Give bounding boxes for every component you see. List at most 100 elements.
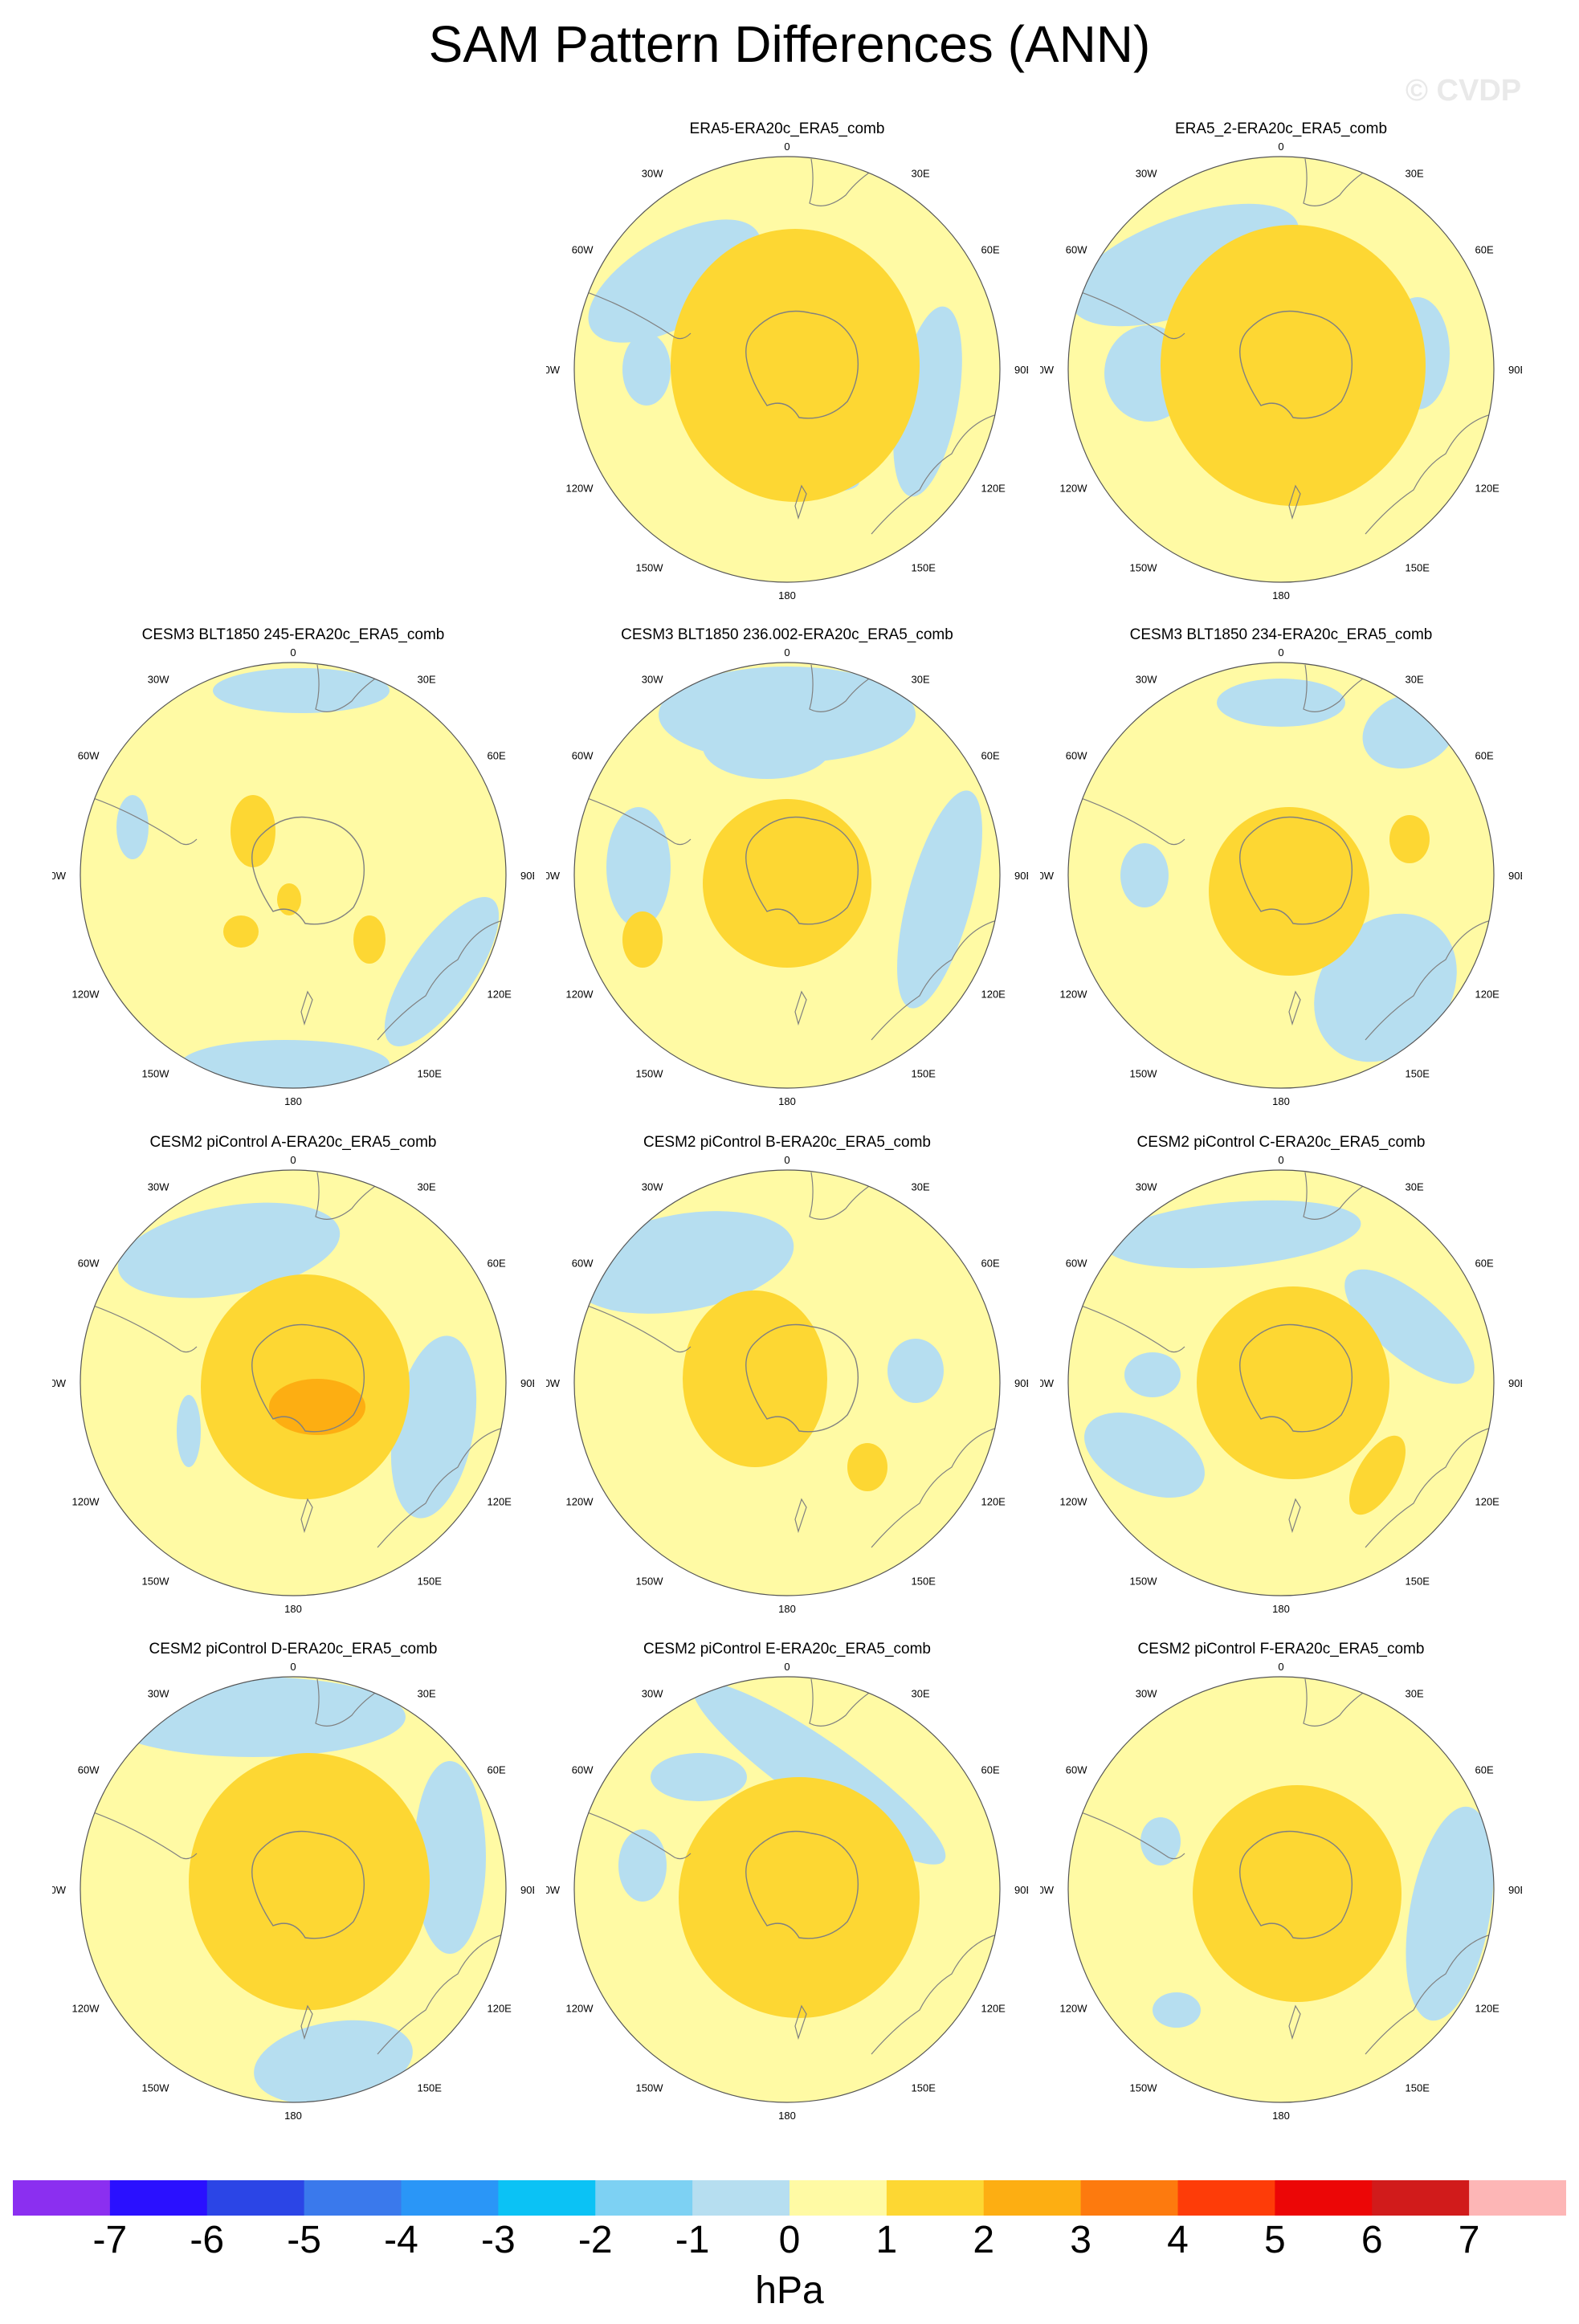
anomaly-1-2-region bbox=[1389, 815, 1430, 863]
australia-coastline bbox=[377, 1426, 506, 1548]
longitude-label: 150W bbox=[142, 2081, 170, 2094]
polar-stereographic-map: 0 180 90W 90E 30W 30E 60W 60E 120W 120E 150W 150E bbox=[1040, 646, 1522, 1107]
longitude-label: 30W bbox=[1136, 168, 1157, 180]
map-boundary bbox=[1067, 1169, 1495, 1596]
antarctica-coastline bbox=[251, 1323, 365, 1433]
colorbar-swatch bbox=[1177, 2180, 1275, 2216]
new-zealand-coastline bbox=[300, 1498, 313, 1534]
longitude-label: 60E bbox=[981, 1258, 999, 1270]
figure-title: SAM Pattern Differences (ANN) bbox=[428, 15, 1151, 73]
longitude-label: 0 bbox=[784, 141, 790, 153]
colorbar-swatch bbox=[304, 2180, 402, 2216]
longitude-label: 120E bbox=[1475, 2003, 1499, 2015]
australia-coastline bbox=[1365, 1426, 1494, 1548]
longitude-label: 30W bbox=[642, 1688, 663, 1700]
longitude-label: 90W bbox=[52, 1884, 67, 1896]
colorbar-swatch bbox=[401, 2180, 499, 2216]
antarctica-coastline bbox=[1239, 1830, 1353, 1939]
panel-title: CESM2 piControl E-ERA20c_ERA5_comb bbox=[643, 1641, 931, 1657]
colorbar-swatch bbox=[1275, 2180, 1373, 2216]
colorbar-tick-label: -1 bbox=[675, 2219, 710, 2261]
polar-stereographic-map: 0 180 90W 90E 30W 30E 60W 60E 120W 120E 150W 150E bbox=[52, 1154, 534, 1615]
polar-stereographic-map: 0 180 90W 90E 30W 30E 60W 60E 120W 120E 150W 150E bbox=[546, 646, 1028, 1107]
panel-title: ERA5_2-ERA20c_ERA5_comb bbox=[1174, 120, 1388, 137]
longitude-label: 120E bbox=[487, 989, 512, 1001]
anomaly-1-2-region bbox=[1161, 225, 1426, 506]
longitude-label: 60E bbox=[487, 1258, 505, 1270]
panel-title: CESM2 piControl D-ERA20c_ERA5_comb bbox=[149, 1641, 438, 1657]
longitude-label: 120W bbox=[72, 989, 100, 1001]
new-zealand-coastline bbox=[794, 990, 807, 1026]
map-panel: CESM2 piControl A-ERA20c_ERA5_comb 0 180 90… bbox=[52, 1134, 534, 1624]
longitude-label: 150W bbox=[636, 1575, 664, 1587]
longitude-label: 0 bbox=[784, 1154, 790, 1166]
longitude-label: 90W bbox=[546, 1884, 561, 1896]
longitude-label: 90W bbox=[52, 1377, 67, 1389]
map-boundary bbox=[573, 1169, 1001, 1596]
longitude-label: 60E bbox=[1475, 750, 1493, 762]
colorbar-tick-label: -5 bbox=[287, 2219, 321, 2261]
longitude-label: 150W bbox=[636, 2081, 664, 2094]
longitude-label: 60E bbox=[1475, 1258, 1493, 1270]
colorbar-swatch bbox=[109, 2180, 208, 2216]
longitude-label: 90W bbox=[52, 870, 67, 882]
longitude-label: 60W bbox=[1066, 750, 1087, 762]
australia-coastline bbox=[377, 919, 506, 1041]
anomaly-1-2-region bbox=[1197, 1286, 1389, 1479]
negative-anomaly-region bbox=[1217, 679, 1345, 727]
panel-title: CESM3 BLT1850 236.002-ERA20c_ERA5_comb bbox=[621, 626, 953, 643]
panel-title: CESM2 piControl B-ERA20c_ERA5_comb bbox=[643, 1134, 931, 1151]
south-america-coastline bbox=[577, 1808, 692, 1860]
south-america-coastline bbox=[577, 288, 692, 340]
colorbar-swatch bbox=[1080, 2180, 1178, 2216]
negative-anomaly-region bbox=[703, 715, 831, 779]
negative-anomaly-region bbox=[390, 1335, 477, 1519]
colorbar-tick-label: -2 bbox=[577, 2219, 613, 2261]
longitude-label: 30W bbox=[148, 1181, 169, 1193]
longitude-label: 120W bbox=[566, 483, 594, 495]
colorbar-tick-label: 5 bbox=[1264, 2219, 1286, 2261]
africa-coastline bbox=[1303, 158, 1373, 206]
longitude-label: 0 bbox=[1278, 1154, 1283, 1166]
south-america-coastline bbox=[84, 794, 198, 846]
south-america-coastline bbox=[577, 794, 692, 846]
panel-title: CESM2 piControl C-ERA20c_ERA5_comb bbox=[1136, 1134, 1426, 1151]
map-boundary bbox=[80, 662, 507, 1089]
longitude-label: 30E bbox=[418, 1688, 436, 1700]
longitude-label: 150E bbox=[418, 2081, 443, 2094]
longitude-label: 90W bbox=[546, 870, 561, 882]
longitude-label: 30E bbox=[912, 674, 930, 686]
antarctica-coastline bbox=[251, 1830, 365, 1939]
anomaly-1-2-region bbox=[683, 1290, 827, 1467]
negative-anomaly-region bbox=[606, 807, 671, 928]
negative-anomaly-region bbox=[254, 2020, 413, 2102]
negative-anomaly-region bbox=[1314, 913, 1457, 1062]
longitude-label: 120E bbox=[1475, 989, 1499, 1001]
longitude-label: 90E bbox=[1014, 870, 1028, 882]
anomaly-1-2-region bbox=[1349, 1435, 1406, 1515]
longitude-label: 120W bbox=[566, 989, 594, 1001]
longitude-label: 90E bbox=[1508, 870, 1522, 882]
negative-anomaly-region bbox=[622, 333, 671, 406]
south-america-coastline bbox=[1071, 794, 1185, 846]
antarctica-coastline bbox=[745, 816, 859, 925]
longitude-label: 0 bbox=[290, 646, 296, 658]
colorbar-swatch bbox=[206, 2180, 305, 2216]
longitude-label: 60W bbox=[1066, 244, 1087, 256]
longitude-label: 90E bbox=[520, 870, 534, 882]
panel-title: CESM2 piControl F-ERA20c_ERA5_comb bbox=[1137, 1641, 1425, 1657]
longitude-label: 90E bbox=[1014, 364, 1028, 376]
panel-title: CESM3 BLT1850 234-ERA20c_ERA5_comb bbox=[1129, 626, 1433, 643]
panel-title: ERA5-ERA20c_ERA5_comb bbox=[689, 120, 885, 137]
longitude-label: 60W bbox=[1066, 1764, 1087, 1776]
anomaly-1-2-region bbox=[277, 883, 301, 915]
longitude-label: 150E bbox=[418, 1575, 443, 1587]
negative-anomaly-region bbox=[887, 1339, 944, 1403]
longitude-label: 60W bbox=[572, 1764, 594, 1776]
anomaly-1-2-region bbox=[1193, 1785, 1402, 2002]
anomaly-1-2-region bbox=[622, 911, 663, 968]
longitude-label: 150W bbox=[1130, 561, 1158, 573]
negative-anomaly-region bbox=[1153, 1992, 1201, 2028]
longitude-label: 0 bbox=[1278, 141, 1283, 153]
antarctica-coastline bbox=[745, 310, 859, 419]
